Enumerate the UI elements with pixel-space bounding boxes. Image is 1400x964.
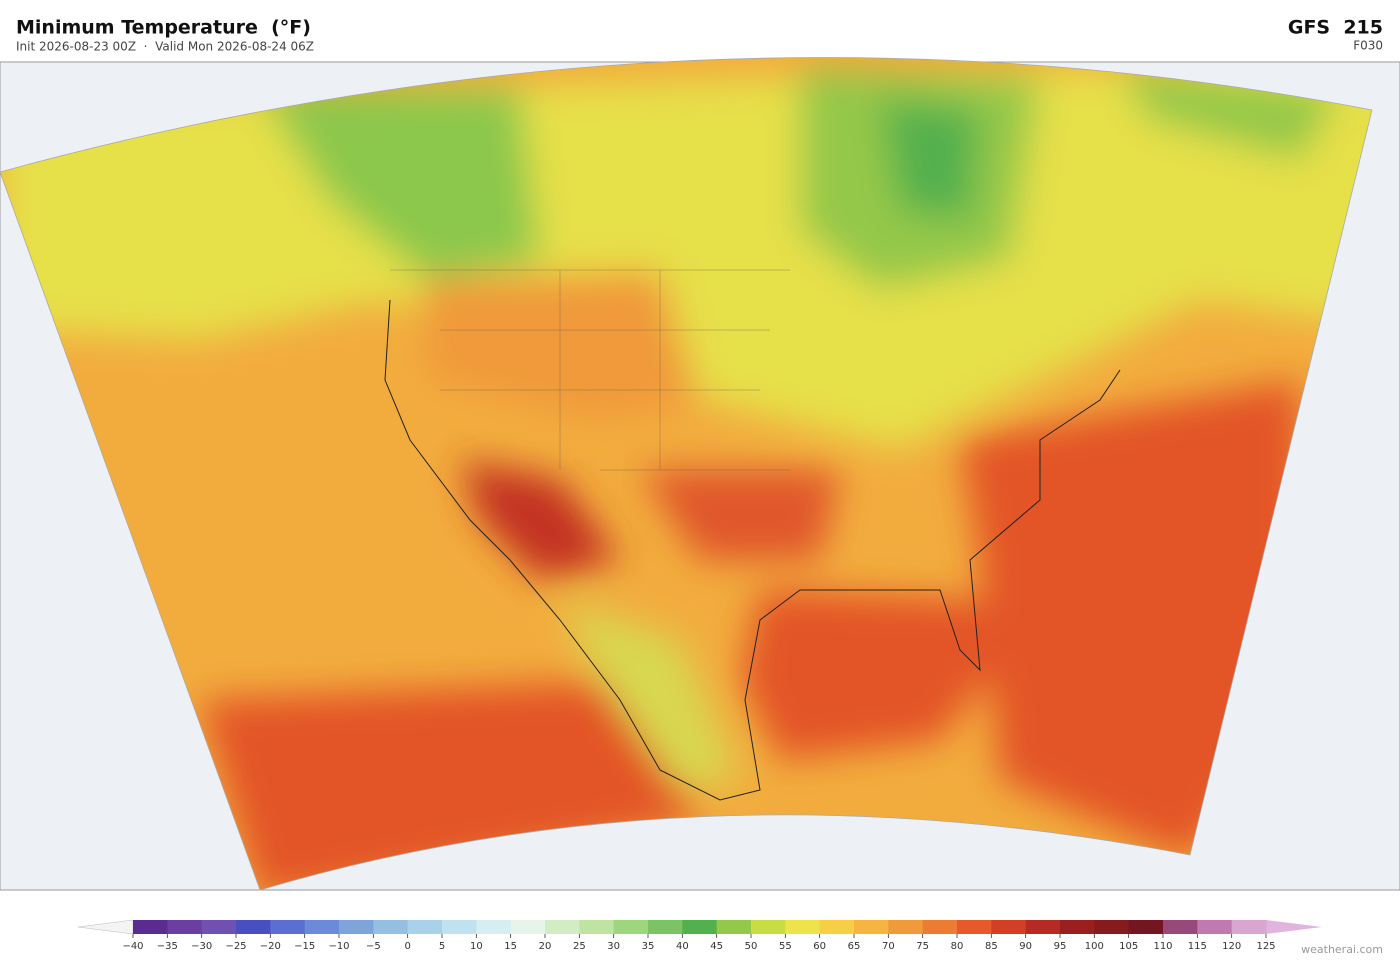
colorbar-tick-label: 85 [985, 941, 998, 952]
colorbar-segment [373, 920, 409, 934]
colorbar-tick-label: −15 [294, 941, 315, 952]
colorbar-tick-label: 5 [439, 941, 445, 952]
colorbar-tick-label: 60 [813, 941, 826, 952]
colorbar-segment [270, 920, 306, 934]
colorbar-segment [922, 920, 958, 934]
colorbar-tick-label: 100 [1085, 941, 1104, 952]
title: Minimum Temperature (°F) [16, 17, 311, 39]
colorbar-segment [407, 920, 443, 934]
field-desert [460, 460, 620, 580]
colorbar-tick-label: −30 [191, 941, 212, 952]
colorbar-tick-label: 45 [710, 941, 723, 952]
colorbar-segment [1128, 920, 1164, 934]
colorbar-segment [1060, 920, 1095, 934]
field-gulf [740, 590, 1000, 760]
domain-outline [0, 57, 1373, 891]
colorbar-segment [1163, 920, 1198, 934]
colorbar-tick-label: −35 [157, 941, 178, 952]
model-label: GFS 215 [1288, 17, 1383, 39]
field-mexico-plateau [560, 600, 740, 790]
colorbar-tick-label: −40 [122, 941, 143, 952]
colorbar-tick-label: 75 [916, 941, 929, 952]
colorbar-segment [1231, 920, 1267, 934]
colorbar-segment [751, 920, 786, 934]
colorbar-tick-label: 55 [779, 941, 792, 952]
colorbar-tick-label: 120 [1222, 941, 1241, 952]
colorbar-extend-high [1266, 920, 1322, 934]
colorbar-tick-label: 0 [404, 941, 410, 952]
colorbar-segment [201, 920, 237, 934]
colorbar-segment [682, 920, 718, 934]
colorbar-tick-label: 35 [642, 941, 655, 952]
field-green-west [260, 90, 540, 280]
field-pacific-south [200, 680, 700, 891]
colorbar-tick-label: 105 [1119, 941, 1138, 952]
colorbar-segment [133, 920, 168, 934]
colorbar-segment [1025, 920, 1061, 934]
colorbar-segment [854, 920, 889, 934]
colorbar-tick-label: 70 [882, 941, 895, 952]
colorbar-tick-label: −25 [225, 941, 246, 952]
colorbar-segment [510, 920, 546, 934]
colorbar-tick-label: −20 [260, 941, 281, 952]
subtitle: Init 2026-08-23 00Z · Valid Mon 2026-08-… [16, 40, 314, 54]
credit: weatherai.com [1301, 943, 1383, 956]
field-texas [640, 470, 840, 560]
colorbar-segment [1094, 920, 1130, 934]
colorbar-segment [991, 920, 1027, 934]
colorbar-segment [476, 920, 512, 934]
borders [390, 269, 790, 471]
colorbar-segment [167, 920, 203, 934]
colorbar-tick-label: 15 [504, 941, 517, 952]
colorbar-segment [648, 920, 683, 934]
coastline [384, 299, 1121, 801]
colorbar-segment [1197, 920, 1233, 934]
colorbar-tick-label: 25 [573, 941, 586, 952]
forecast-hour: F030 [1353, 39, 1383, 53]
colorbar-segment [304, 920, 340, 934]
colorbar-tick-label: 95 [1054, 941, 1067, 952]
colorbar-segment [442, 920, 477, 934]
colorbar-tick-label: 115 [1188, 941, 1207, 952]
colorbar-tick-label: 50 [745, 941, 758, 952]
colorbar-tick-label: 80 [951, 941, 964, 952]
colorbar: −40 −35 −30 −25 −20 −15 −10 −5 0 5 10 15 20 25 30 35 40 4… [77, 919, 1322, 952]
colorbar-segment [785, 920, 821, 934]
colorbar-tick-label: 10 [470, 941, 483, 952]
temperature-field [0, 57, 1372, 891]
colorbar-tick-label: 65 [848, 941, 861, 952]
colorbar-tick-label: 90 [1019, 941, 1032, 952]
colorbar-segment [716, 920, 752, 934]
map [0, 57, 1400, 891]
colorbar-segment [613, 920, 649, 934]
colorbar-tick-label: −10 [328, 941, 349, 952]
colorbar-tick-label: 20 [539, 941, 552, 952]
colorbar-segment [579, 920, 615, 934]
field-atlantic [960, 380, 1300, 860]
colorbar-tick-label: 125 [1256, 941, 1275, 952]
colorbar-tick-label: 110 [1153, 941, 1172, 952]
colorbar-segment [819, 920, 855, 934]
colorbar-tick-label: 30 [607, 941, 620, 952]
colorbar-tick-label: −5 [366, 941, 381, 952]
colorbar-segment [545, 920, 580, 934]
colorbar-segment [339, 920, 374, 934]
colorbar-tick-label: 40 [676, 941, 689, 952]
colorbar-segment [957, 920, 992, 934]
colorbar-segment [236, 920, 271, 934]
colorbar-segment [888, 920, 924, 934]
field-green-core [880, 100, 980, 220]
